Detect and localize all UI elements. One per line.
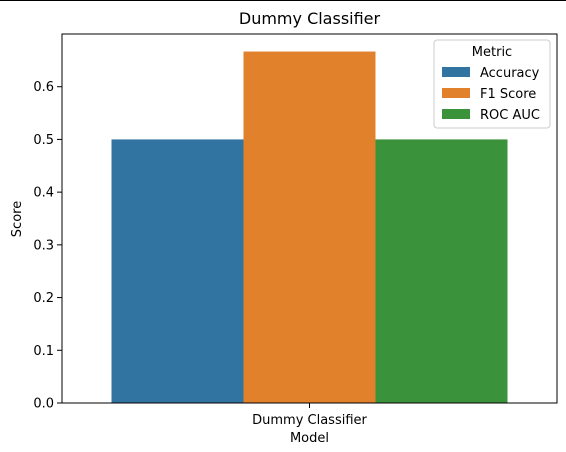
y-tick-label: 0.4 [33, 186, 54, 201]
bar-accuracy [111, 139, 244, 403]
chart-title: Dummy Classifier [239, 9, 381, 28]
x-axis-label: Model [290, 431, 329, 446]
y-axis-ticks: 0.0 0.1 0.2 0.3 0.4 0.5 0.6 [33, 80, 62, 412]
y-tick-label: 0.5 [33, 133, 54, 148]
legend-entry-label: ROC AUC [480, 108, 540, 123]
x-tick-label: Dummy Classifier [252, 413, 367, 428]
y-tick-label: 0.6 [33, 80, 54, 95]
bar-f1-score [243, 51, 376, 403]
legend-swatch [442, 109, 470, 119]
y-tick-label: 0.0 [33, 397, 54, 412]
plot-area-frame [61, 33, 558, 404]
y-axis-label: Score [10, 201, 25, 237]
x-axis-ticks: Dummy Classifier [252, 403, 368, 428]
bar-roc-auc [375, 139, 508, 403]
legend-swatch [442, 88, 470, 98]
bars-group [111, 51, 508, 403]
y-tick-label: 0.3 [33, 238, 54, 253]
legend-entry-label: Accuracy [480, 66, 540, 81]
legend-title: Metric [472, 45, 512, 60]
legend-frame [433, 39, 551, 129]
legend-entry-label: F1 Score [480, 87, 536, 102]
y-tick-label: 0.2 [33, 291, 54, 306]
legend: Metric Accuracy F1 Score ROC AUC [433, 39, 551, 129]
legend-swatch [442, 67, 470, 77]
legend-entries: Accuracy F1 Score ROC AUC [442, 66, 540, 123]
y-tick-label: 0.1 [33, 344, 54, 359]
